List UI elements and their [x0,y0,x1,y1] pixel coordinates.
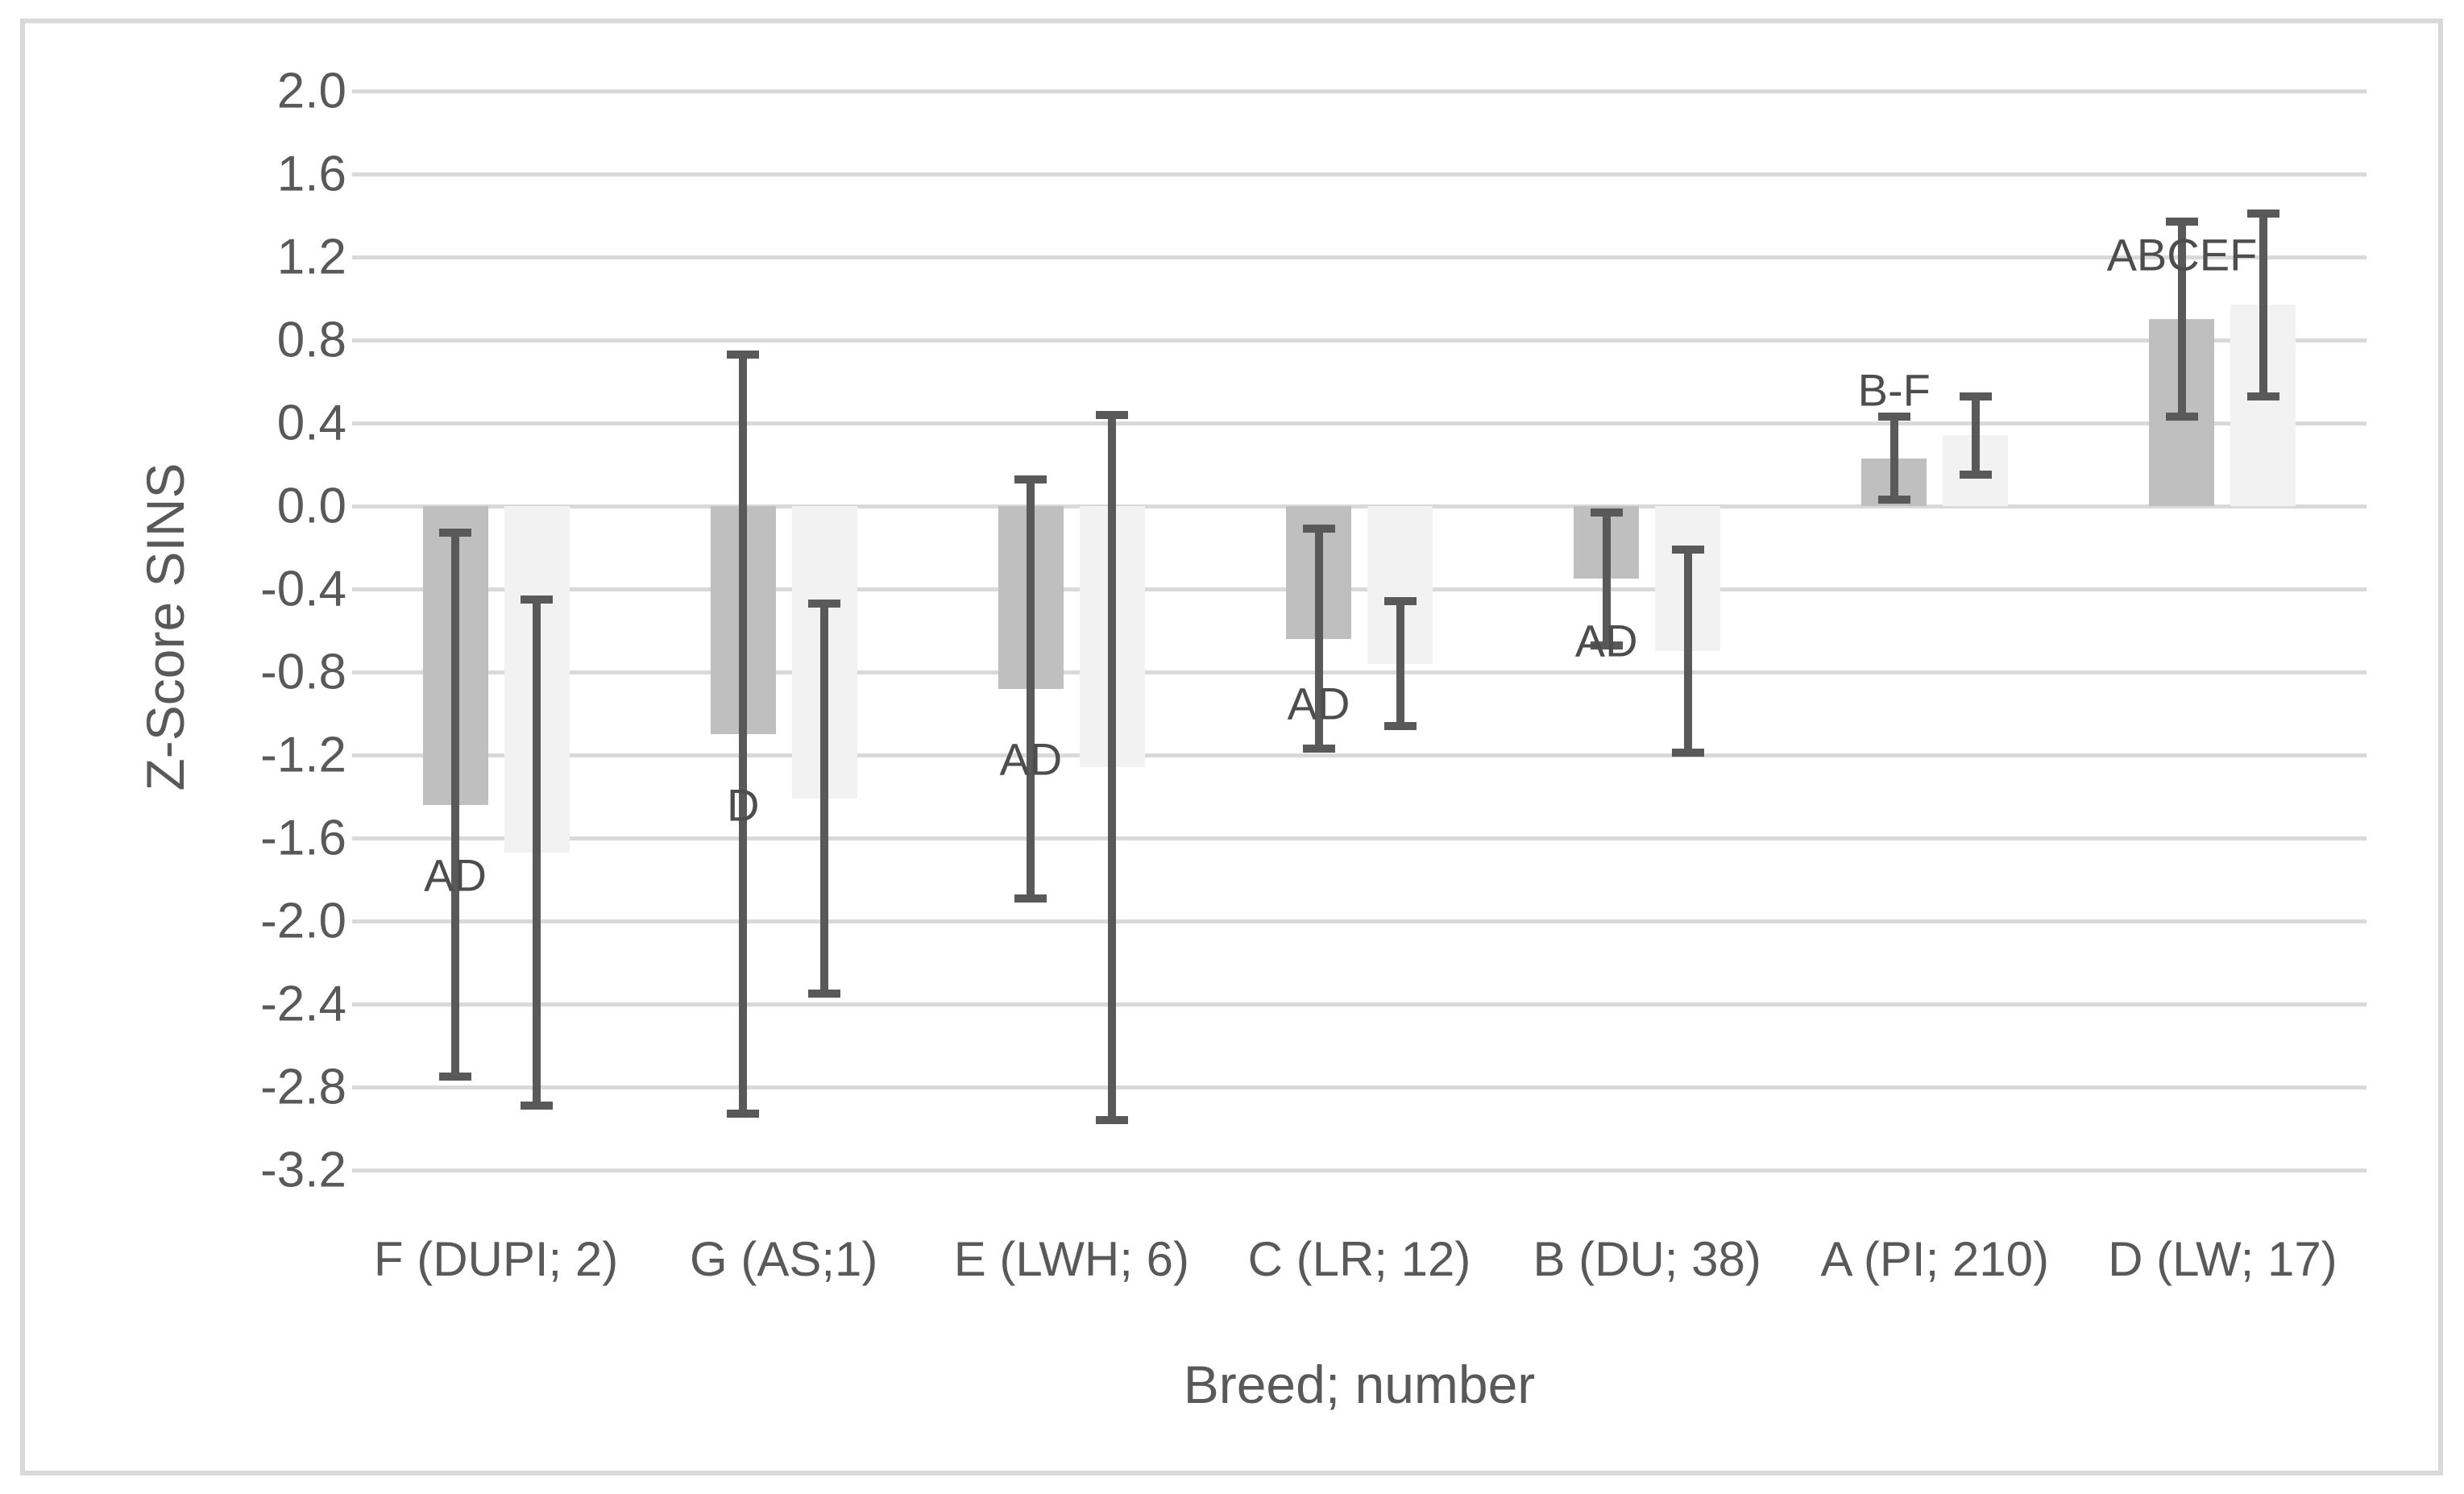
gridline [352,587,2367,591]
error-bar-line [451,533,460,1077]
y-axis-title: Z-Score SINS [135,463,195,791]
significance-label: AD [1574,615,1638,666]
gridline [352,1002,2367,1006]
error-bar-cap [2246,209,2279,218]
gridline [352,338,2367,342]
error-bar-line [1108,414,1117,1121]
x-axis-title: Breed; number [1183,1355,1536,1414]
error-bar-cap [1096,410,1129,419]
error-bar-cap [1671,749,1704,757]
gridline [352,836,2367,840]
error-bar-cap [1590,508,1623,517]
error-bar-cap [1959,392,1992,400]
error-bar-cap [808,600,841,608]
gridline [352,255,2367,259]
error-bar-cap [2165,218,2198,226]
y-tick-label: 2.0 [276,63,346,119]
gridline [352,1085,2367,1089]
error-bar-line [1971,396,1980,475]
error-bar-line [2177,222,2186,417]
error-bar-line [533,599,541,1106]
x-tick-label: E (LWH; 6) [953,1232,1189,1286]
gridline [352,753,2367,757]
significance-label: B-F [1857,364,1931,416]
error-bar-line [820,604,829,994]
error-bar-cap [1877,413,1910,421]
error-bar-cap [1383,597,1417,606]
error-bar-line [739,355,748,1114]
y-tick-label: -0.4 [260,561,346,617]
error-bar-line [1314,529,1323,749]
gridline [352,919,2367,923]
error-bar-cap [2246,392,2279,400]
y-tick-label: 1.2 [276,229,346,285]
y-tick-label: 0.8 [276,312,346,368]
error-bar-cap [439,1073,472,1081]
error-bar-cap [1014,894,1047,903]
error-bar-cap [1302,525,1335,533]
error-bar-cap [727,1110,760,1118]
error-bar-cap [439,529,472,537]
error-bar-line [1027,479,1035,898]
gridline [352,670,2367,674]
error-bar-cap [521,1102,554,1110]
y-tick-label: -1.2 [260,727,346,783]
gridline [352,421,2367,425]
x-tick-label: F (DUPI; 2) [373,1232,619,1286]
x-tick-label: C (LR; 12) [1247,1232,1471,1286]
error-bar-cap [727,351,760,359]
y-tick-label: 0.0 [276,478,346,534]
significance-label: D [726,779,760,831]
error-bar-cap [1096,1116,1129,1125]
error-bar-line [2259,213,2267,396]
significance-label: ABCEF [2106,229,2258,280]
error-bar-line [1396,601,1404,726]
error-bar-cap [1671,546,1704,554]
y-tick-label: -2.4 [260,976,346,1032]
gridline [352,504,2367,508]
gridline [352,1168,2367,1172]
error-bar-line [1602,512,1611,645]
y-tick-label: -1.6 [260,810,346,866]
y-tick-label: 0.4 [276,395,346,451]
y-tick-label: -3.2 [260,1142,346,1198]
x-tick-label: A (PI; 210) [1820,1232,2050,1286]
y-tick-label: 1.6 [276,146,346,202]
error-bar-cap [1959,471,1992,479]
error-bar-cap [808,990,841,998]
error-bar-cap [2165,413,2198,421]
error-bar-cap [1014,475,1047,483]
error-bar-cap [1877,496,1910,504]
significance-label: AD [1287,678,1350,729]
error-bar-line [1889,417,1898,500]
x-tick-label: D (LW; 17) [2108,1232,2337,1286]
gridline [352,172,2367,176]
error-bar-cap [1383,721,1417,730]
y-tick-label: -2.0 [260,893,346,949]
x-tick-label: G (AS;1) [690,1232,878,1286]
x-tick-label: B (DU; 38) [1533,1232,1761,1286]
significance-label: AD [424,849,487,901]
error-bar-cap [1590,641,1623,649]
y-tick-label: -2.8 [260,1059,346,1115]
gridline [352,89,2367,93]
error-bar-cap [521,595,554,604]
y-tick-label: -0.8 [260,644,346,700]
significance-label: AD [999,733,1063,785]
error-bar-cap [1302,745,1335,753]
error-bar-line [1683,550,1692,753]
